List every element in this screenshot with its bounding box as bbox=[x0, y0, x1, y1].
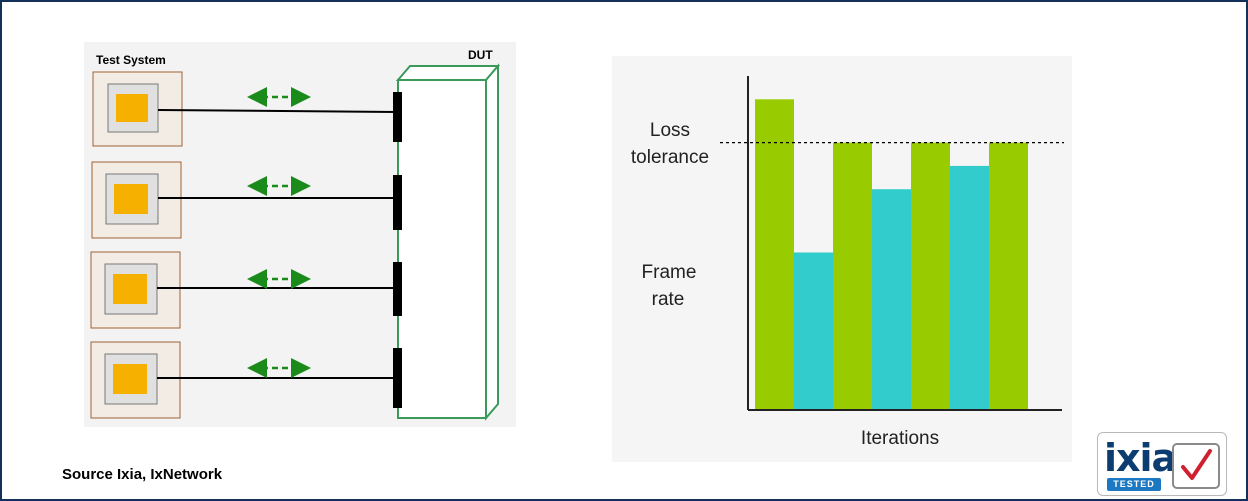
y-axis-label-line1: Frame bbox=[641, 262, 697, 283]
port-2 bbox=[393, 175, 402, 230]
loss-tolerance-label-line2: tolerance bbox=[630, 147, 710, 168]
dut-box bbox=[395, 63, 501, 421]
bar-iteration-5 bbox=[911, 142, 950, 409]
bar-iteration-6 bbox=[950, 165, 989, 409]
source-caption: Source Ixia, IxNetwork bbox=[62, 466, 223, 483]
bar-iteration-1 bbox=[755, 99, 794, 409]
host-1 bbox=[92, 71, 402, 147]
host-4 bbox=[90, 341, 402, 419]
y-axis-label-line2: rate bbox=[651, 289, 685, 310]
bar-iteration-3 bbox=[833, 142, 872, 409]
tested-badge: TESTED bbox=[1107, 478, 1161, 491]
bar-iteration-7 bbox=[989, 142, 1028, 409]
port-3 bbox=[393, 262, 402, 316]
loss-tolerance-label-line1: Loss bbox=[649, 120, 691, 141]
port-1 bbox=[393, 92, 402, 142]
x-axis-label: Iterations bbox=[860, 428, 940, 449]
host-2 bbox=[91, 161, 402, 239]
test-system-label: Test System bbox=[96, 53, 166, 67]
bar-iteration-2 bbox=[794, 252, 833, 409]
host-3 bbox=[90, 251, 402, 329]
dut-label: DUT bbox=[468, 48, 493, 62]
port-4 bbox=[393, 348, 402, 408]
bar-iteration-4 bbox=[872, 189, 911, 409]
chart-bars bbox=[755, 99, 1028, 409]
checkmark-box bbox=[1172, 443, 1220, 489]
checkmark-icon bbox=[1181, 449, 1212, 480]
ixia-logo-text: ixia bbox=[1104, 436, 1177, 480]
